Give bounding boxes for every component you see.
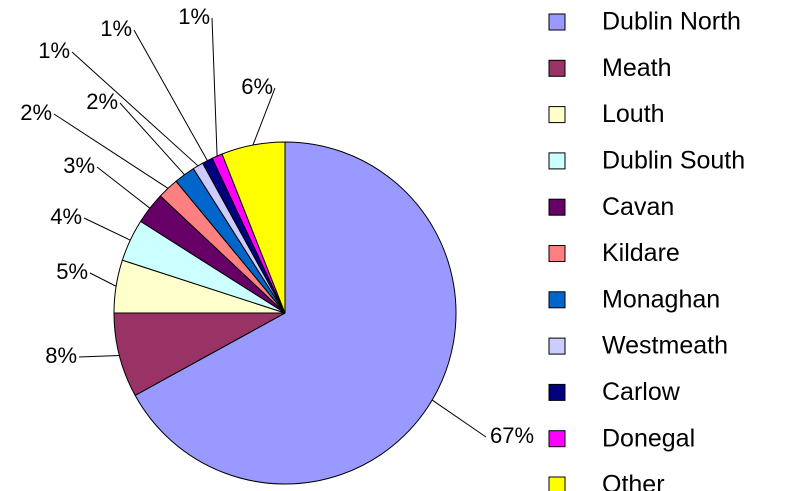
data-label: 6% — [241, 74, 273, 99]
leader-line — [78, 355, 120, 358]
legend-label: Meath — [602, 54, 671, 82]
legend-swatch — [548, 59, 566, 77]
legend-label: Cavan — [602, 193, 674, 221]
legend-swatch — [548, 476, 566, 491]
legend-label: Monaghan — [602, 285, 720, 313]
leader-line — [53, 113, 169, 189]
pie-slice — [134, 141, 457, 485]
legend-label: Kildare — [602, 239, 680, 267]
legend-label: Other — [602, 471, 665, 491]
data-label: 4% — [50, 204, 82, 229]
leader-line — [71, 51, 199, 167]
data-label: 2% — [20, 100, 52, 125]
data-label: 5% — [56, 259, 88, 284]
legend-label: Donegal — [602, 424, 695, 452]
leader-line — [252, 87, 276, 146]
legend-swatch — [548, 383, 566, 401]
legend-label: Carlow — [602, 378, 681, 406]
legend-swatch — [548, 198, 566, 216]
legend-swatch — [548, 106, 566, 124]
legend-label: Dublin South — [602, 147, 745, 175]
legend-label: Westmeath — [602, 332, 728, 360]
data-label: 1% — [100, 16, 132, 41]
leader-line — [96, 166, 151, 209]
leader-line — [83, 217, 131, 241]
data-label: 1% — [178, 4, 210, 29]
leader-line — [119, 102, 185, 175]
legend-label: Louth — [602, 100, 665, 128]
legend-swatch — [548, 291, 566, 309]
legend-swatch — [548, 13, 566, 31]
legend-swatch — [548, 245, 566, 262]
data-label: 8% — [45, 343, 77, 368]
leader-line — [89, 272, 117, 287]
legend-swatch — [548, 337, 566, 355]
legend-label: Dublin North — [602, 8, 741, 36]
data-label: 2% — [86, 89, 118, 114]
data-label: 3% — [63, 153, 95, 178]
legend-swatch — [548, 430, 566, 448]
data-label: 1% — [38, 38, 70, 63]
leader-line — [211, 17, 218, 157]
leader-line — [133, 29, 208, 161]
data-label: 67% — [490, 423, 534, 448]
leader-line — [431, 399, 487, 438]
legend-swatch — [548, 152, 566, 170]
